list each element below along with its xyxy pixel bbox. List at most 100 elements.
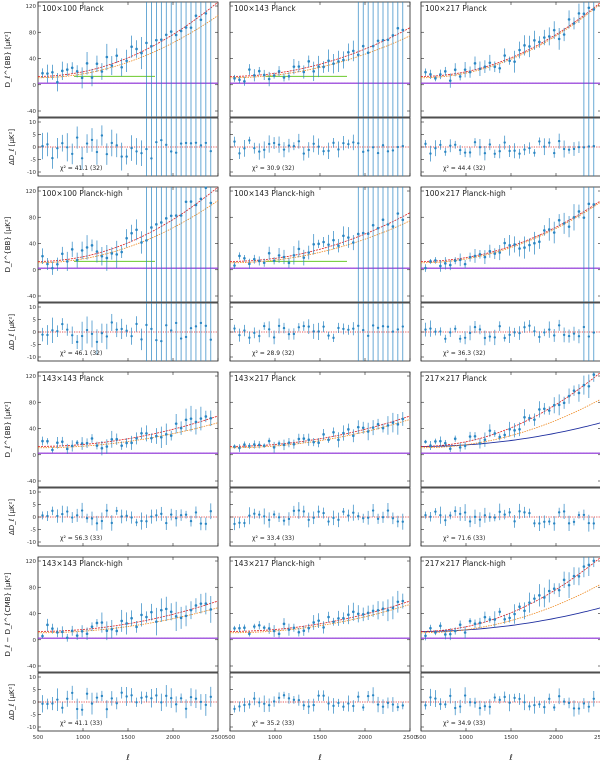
residual-point (140, 338, 143, 341)
residual-point (307, 148, 310, 152)
panel-title: 143×217 Planck (234, 374, 296, 383)
data-point (317, 619, 320, 622)
data-point (46, 72, 49, 75)
residual-point (518, 697, 521, 701)
data-point (253, 625, 256, 628)
data-point (366, 232, 370, 235)
data-point (297, 437, 301, 441)
residual-point (179, 142, 183, 145)
data-point (528, 243, 531, 247)
residual-point (297, 698, 301, 702)
data-point (523, 246, 526, 249)
data-point (169, 610, 173, 614)
data-point (322, 240, 325, 244)
data-point (337, 617, 340, 620)
data-point (488, 249, 492, 253)
data-point (533, 418, 536, 421)
x-tick-label: 1500 (504, 735, 518, 741)
data-point (262, 261, 266, 265)
x-axis-label: ℓ (508, 753, 512, 762)
x-tick-label: 2500 (403, 735, 417, 741)
data-point (337, 244, 340, 247)
residual-point (61, 322, 64, 326)
residual-point (498, 325, 501, 328)
residual-point (458, 705, 462, 708)
data-point (347, 236, 350, 239)
data-point (352, 610, 355, 614)
residual-point (587, 335, 591, 338)
data-point (547, 228, 551, 231)
data-point (56, 262, 59, 266)
orange-model-curve (229, 604, 411, 634)
y-tick-label: 0 (33, 638, 37, 644)
chi2-label: χ² = 56.3 (33) (60, 535, 102, 542)
data-point (262, 444, 266, 447)
data-point (174, 214, 178, 217)
data-point (577, 210, 581, 213)
residual-point (449, 331, 452, 334)
residual-point (352, 141, 355, 144)
residual-point (434, 330, 437, 333)
residual-point (135, 521, 138, 524)
residual-point (46, 333, 49, 337)
data-point (523, 609, 526, 613)
residual-point (66, 328, 69, 331)
residual-point (258, 701, 261, 704)
residual-point (189, 695, 193, 699)
panel-10: 143×143 Planck-high 120 80 40 0 -40 10 5 0 -5 -10 χ… (4, 556, 225, 762)
residual-point (302, 704, 305, 707)
residual-point (386, 509, 390, 512)
data-point (164, 217, 168, 220)
data-point (105, 445, 109, 448)
residual-point (199, 522, 203, 525)
data-point (65, 68, 69, 71)
data-point (184, 200, 188, 204)
data-point (61, 69, 64, 73)
data-point (448, 79, 452, 82)
residual-point (439, 513, 442, 517)
data-point (478, 252, 482, 256)
data-point (473, 434, 477, 438)
residual-point (160, 339, 163, 343)
data-point (391, 33, 395, 37)
data-point (322, 626, 325, 629)
data-point (257, 69, 261, 73)
data-point (150, 226, 153, 229)
data-point (85, 62, 89, 65)
data-point (342, 616, 345, 620)
data-point (272, 446, 276, 449)
data-point (468, 619, 472, 623)
residual-point (439, 330, 442, 333)
data-point (100, 446, 104, 450)
residual-point (209, 695, 212, 699)
residual-point (357, 142, 360, 145)
residual-point (533, 703, 536, 707)
data-point (518, 427, 521, 431)
data-point (105, 629, 109, 633)
residual-point (454, 706, 457, 710)
residual-point (503, 336, 506, 340)
data-point (312, 440, 316, 444)
residual-point (140, 151, 143, 155)
residual-point (483, 514, 487, 517)
residual-point (150, 515, 153, 518)
data-point (533, 39, 536, 42)
data-point (567, 583, 571, 587)
residual-point (557, 695, 561, 698)
data-point (80, 442, 84, 445)
y-tick-label: 120 (26, 4, 37, 10)
data-point (115, 437, 119, 441)
residual-point (105, 509, 109, 512)
data-point (513, 429, 516, 432)
residual-point (51, 509, 54, 513)
residual-point (478, 518, 482, 521)
data-point (439, 264, 442, 268)
data-point (297, 630, 301, 634)
residual-point (508, 701, 511, 704)
data-point (115, 54, 119, 57)
residual-point (85, 692, 89, 695)
residual-point (302, 324, 305, 328)
red-model-curve (38, 1, 219, 77)
data-point (95, 444, 99, 447)
residual-point (478, 328, 482, 331)
